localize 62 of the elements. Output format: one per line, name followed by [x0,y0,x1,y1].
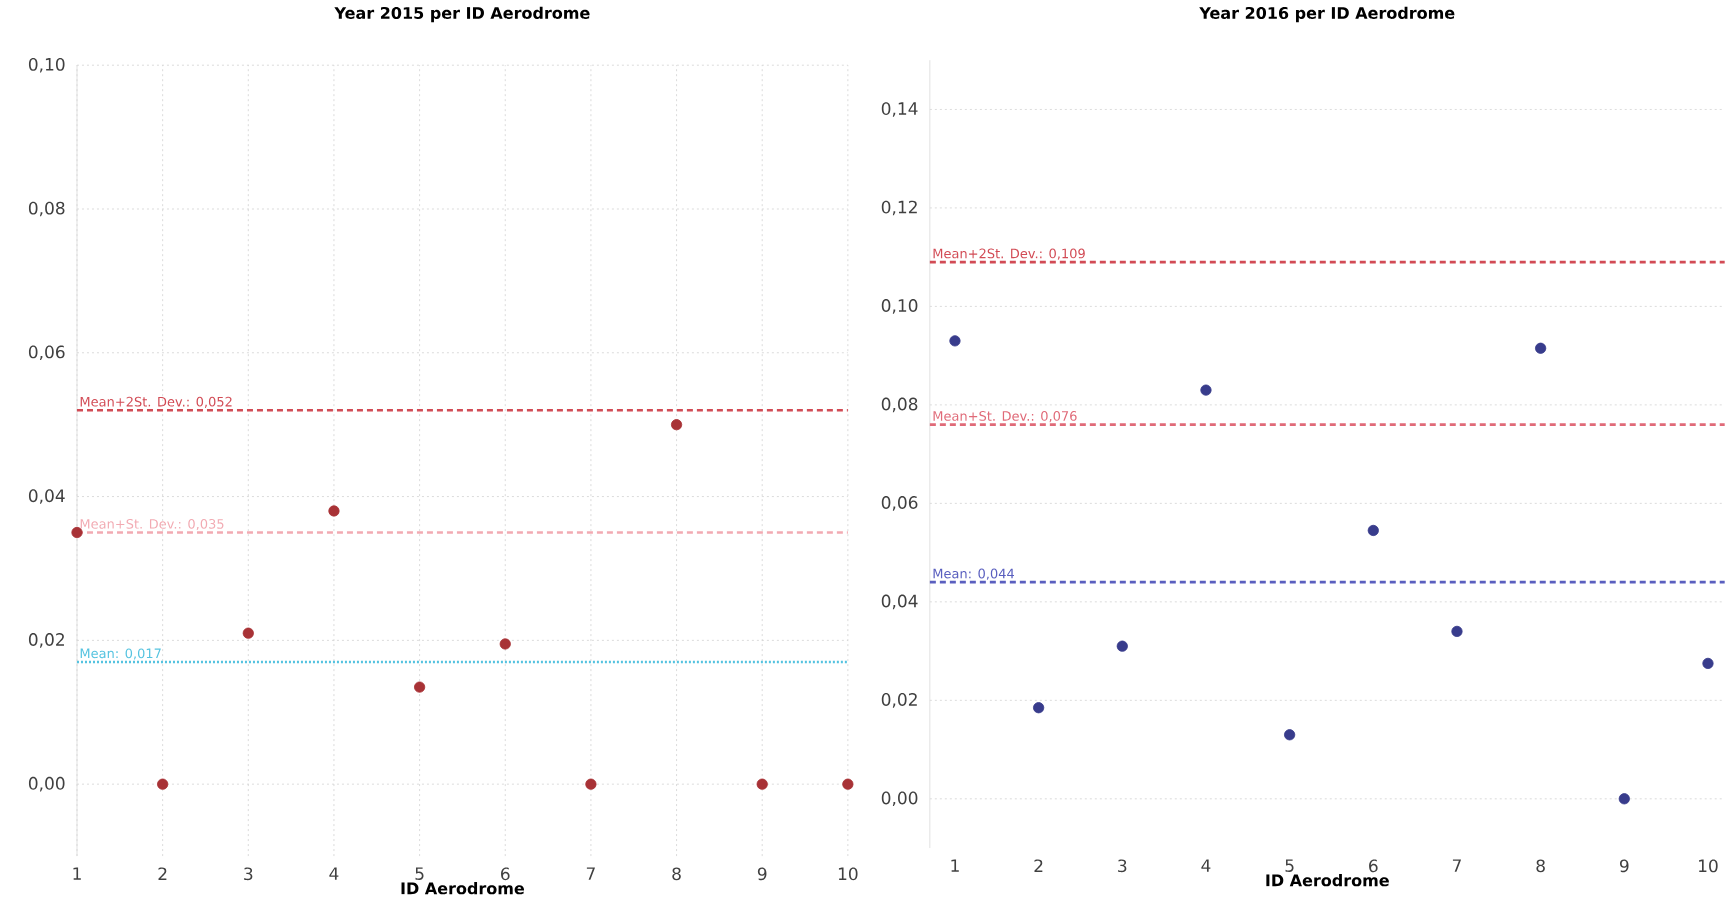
point [585,778,597,790]
point [1284,729,1296,741]
x-tick-label: 1 [73,867,81,880]
y-tick-label: 0,00 [881,791,918,807]
y-tick-label: 0,08 [28,201,65,217]
y-tick-label: 0,02 [28,633,64,648]
chart-title: Year 2016 per ID Aerodrome [1199,6,1455,23]
y-tick-label: 0,02 [881,693,917,708]
point [1033,702,1045,714]
ref-line-label: Mean: 0,017 [80,648,161,660]
x-tick-label: 8 [672,867,681,881]
y-tick-label: 0,08 [881,397,918,413]
point [842,778,854,790]
point [1200,384,1212,396]
ref-line-label: Mean+St. Dev.: 0,076 [933,411,1077,423]
point [328,505,340,517]
point [414,681,426,693]
y-tick-label: 0,06 [881,496,918,511]
x-tick-label: 5 [1285,859,1294,873]
y-tick-label: 0,10 [881,299,918,314]
point [1535,342,1547,354]
point [1116,640,1128,652]
x-tick-label: 9 [757,867,767,881]
y-tick-label: 0,06 [28,345,65,361]
point [242,627,254,639]
x-tick-label: 4 [329,867,339,880]
ref-line-label: Mean+St. Dev.: 0,035 [80,518,224,531]
x-tick-label: 4 [1201,859,1211,872]
x-tick-label: 7 [586,867,595,880]
x-tick-label: 6 [501,867,510,881]
ref-line-label: Mean: 0,044 [933,568,1015,580]
x-tick-label: 7 [1452,859,1461,872]
x-tick-label: 1 [951,859,959,872]
x-tick-label: 3 [1118,859,1127,873]
x-tick-label: 2 [1034,859,1043,872]
point [1618,793,1630,805]
x-axis-title: ID Aerodrome [401,881,525,895]
point [756,778,768,790]
point [670,419,683,431]
ref-line-label: Mean+2St. Dev.: 0,052 [80,396,232,408]
chart-title: Year 2015 per ID Aerodrome [334,6,590,23]
point [1367,524,1379,537]
y-tick-label: 0,14 [881,102,918,117]
x-axis-title: ID Aerodrome [1266,873,1389,887]
point [949,335,961,347]
x-tick-label: 9 [1619,859,1629,873]
point [1451,625,1463,637]
y-tick-label: 0,12 [881,200,917,216]
point [499,638,511,650]
ref-line-label: Mean+2St. Dev.: 0,109 [933,248,1085,260]
y-tick-label: 0,00 [28,776,65,792]
x-tick-label: 5 [415,867,424,881]
x-tick-label: 8 [1536,859,1545,873]
x-tick-label: 10 [838,867,858,881]
y-tick-label: 0,04 [28,489,65,504]
point [157,778,169,790]
x-tick-label: 6 [1369,859,1378,873]
x-tick-label: 2 [158,867,167,880]
y-tick-label: 0,04 [881,594,918,610]
x-tick-label: 10 [1699,859,1718,873]
x-tick-label: 3 [244,867,253,881]
y-tick-label: 0,10 [28,57,65,73]
